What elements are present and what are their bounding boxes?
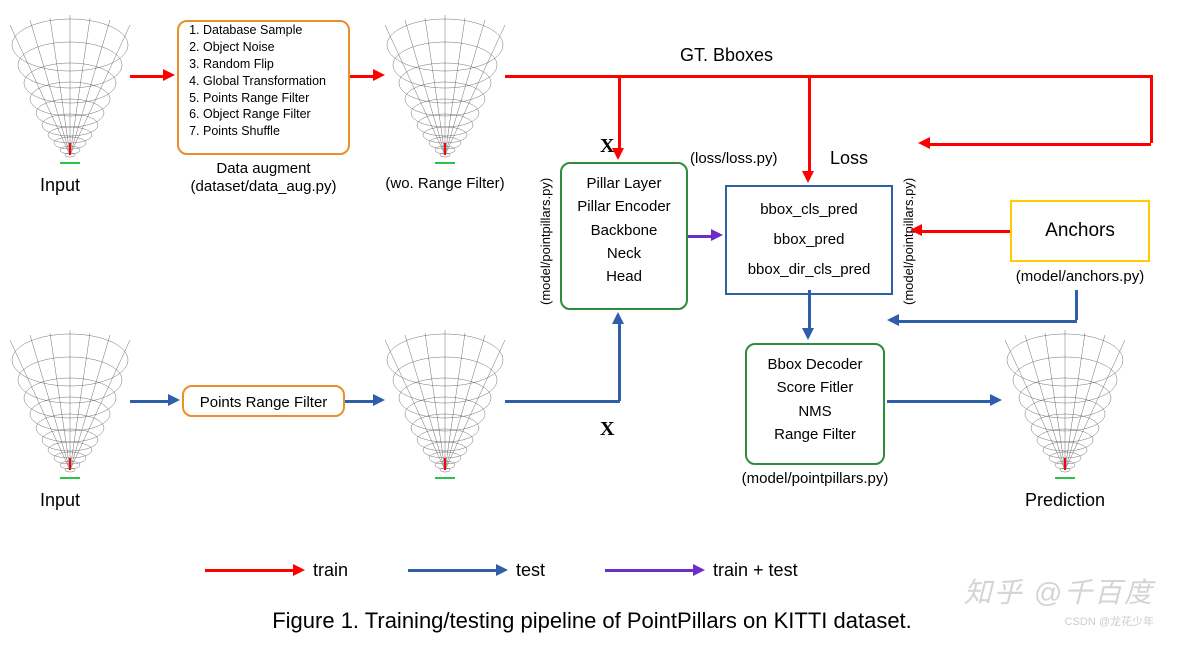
watermark-zhihu: 知乎 @千百度 [964,571,1154,611]
range-filter-text: Points Range Filter [184,387,343,418]
data-augment-label-1: Data augment [177,160,350,177]
arrow-train-main-h [505,75,1150,78]
x-bottom: X [600,418,614,441]
arrow-train-1 [130,75,165,78]
arrow-traintest [688,235,713,238]
legend-train: train [313,560,348,581]
figure-caption: Figure 1. Training/testing pipeline of P… [0,608,1184,634]
watermark-csdn: CSDN @龙花少年 [1065,613,1154,629]
anchors-text: Anchors [1045,220,1115,242]
preds-box: bbox_cls_predbbox_predbbox_dir_cls_pred [725,185,893,295]
model-box: Pillar LayerPillar EncoderBackboneNeckHe… [560,162,688,310]
input-label-bottom: Input [40,490,80,511]
loss-path-label: (loss/loss.py) [690,150,778,167]
augment-list: Database SampleObject NoiseRandom FlipGl… [179,22,348,140]
legend-traintest: train + test [713,560,798,581]
arrow-test-2 [345,400,375,403]
anchors-path: (model/anchors.py) [1000,268,1160,285]
range-filter-box: Points Range Filter [182,385,345,417]
pointcloud-top-right [380,15,510,165]
pointcloud-bottom-left [5,330,135,480]
input-label-top: Input [40,175,80,196]
model-path-left: (model/pointpillars.py) [538,165,553,305]
gt-bboxes-label: GT. Bboxes [680,45,773,66]
arrow-train-2 [350,75,375,78]
pointcloud-top-left [5,15,135,165]
legend-test: test [516,560,545,581]
data-augment-box: Database SampleObject NoiseRandom FlipGl… [177,20,350,155]
data-augment-label-2: (dataset/data_aug.py) [177,178,350,195]
legend: train test train + test [205,555,975,585]
decoder-lines: Bbox DecoderScore FitlerNMSRange Filter [747,345,883,454]
wo-range-label: (wo. Range Filter) [370,175,520,192]
model-path-bottom: (model/pointpillars.py) [730,470,900,487]
arrow-test-1 [130,400,170,403]
decoder-box: Bbox DecoderScore FitlerNMSRange Filter [745,343,885,465]
anchors-box: Anchors [1010,200,1150,262]
loss-label: Loss [830,148,868,169]
preds-lines: bbox_cls_predbbox_predbbox_dir_cls_pred [727,187,891,293]
pointcloud-prediction [1000,330,1130,480]
prediction-label: Prediction [1025,490,1105,511]
pointcloud-bottom-right [380,330,510,480]
model-lines: Pillar LayerPillar EncoderBackboneNeckHe… [562,164,686,296]
